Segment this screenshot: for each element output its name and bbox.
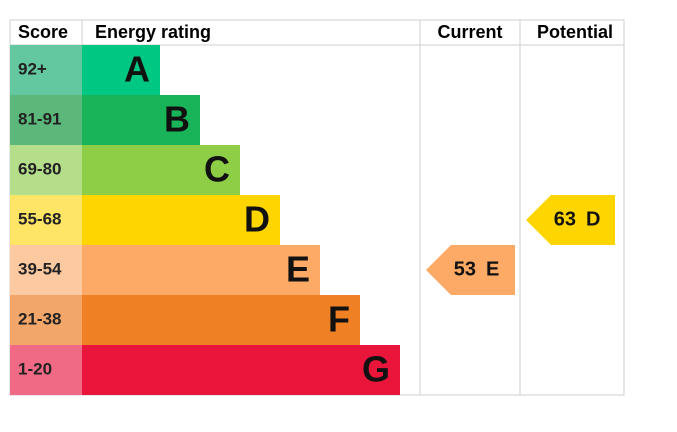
- band-bar: [82, 345, 400, 395]
- potential-letter: D: [586, 208, 600, 230]
- header: Energy rating: [95, 22, 211, 42]
- score-label: 21-38: [18, 309, 61, 328]
- header: Potential: [537, 22, 613, 42]
- band-letter: G: [362, 349, 390, 390]
- band-bar: [82, 295, 360, 345]
- current-letter: E: [486, 258, 499, 280]
- band-letter: E: [286, 249, 310, 290]
- score-label: 55-68: [18, 209, 61, 228]
- band-letter: B: [164, 99, 190, 140]
- potential-value: 63: [554, 208, 576, 230]
- score-cell: [10, 95, 82, 145]
- header: Score: [18, 22, 68, 42]
- score-cell: [10, 245, 82, 295]
- score-label: 92+: [18, 59, 47, 78]
- score-label: 39-54: [18, 259, 62, 278]
- score-cell: [10, 195, 82, 245]
- band-letter: A: [124, 49, 150, 90]
- band-bar: [82, 195, 280, 245]
- current-arrow: [426, 245, 515, 295]
- score-label: 81-91: [18, 109, 61, 128]
- header: Current: [437, 22, 502, 42]
- band-letter: C: [204, 149, 230, 190]
- score-label: 69-80: [18, 159, 61, 178]
- score-cell: [10, 295, 82, 345]
- band-bar: [82, 45, 160, 95]
- band-bar: [82, 245, 320, 295]
- score-cell: [10, 145, 82, 195]
- band-bar: [82, 145, 240, 195]
- score-cell: [10, 345, 82, 395]
- current-value: 53: [454, 258, 476, 280]
- score-cell: [10, 45, 82, 95]
- band-bar: [82, 95, 200, 145]
- potential-arrow: [526, 195, 615, 245]
- band-letter: D: [244, 199, 270, 240]
- band-letter: F: [328, 299, 350, 340]
- score-label: 1-20: [18, 359, 52, 378]
